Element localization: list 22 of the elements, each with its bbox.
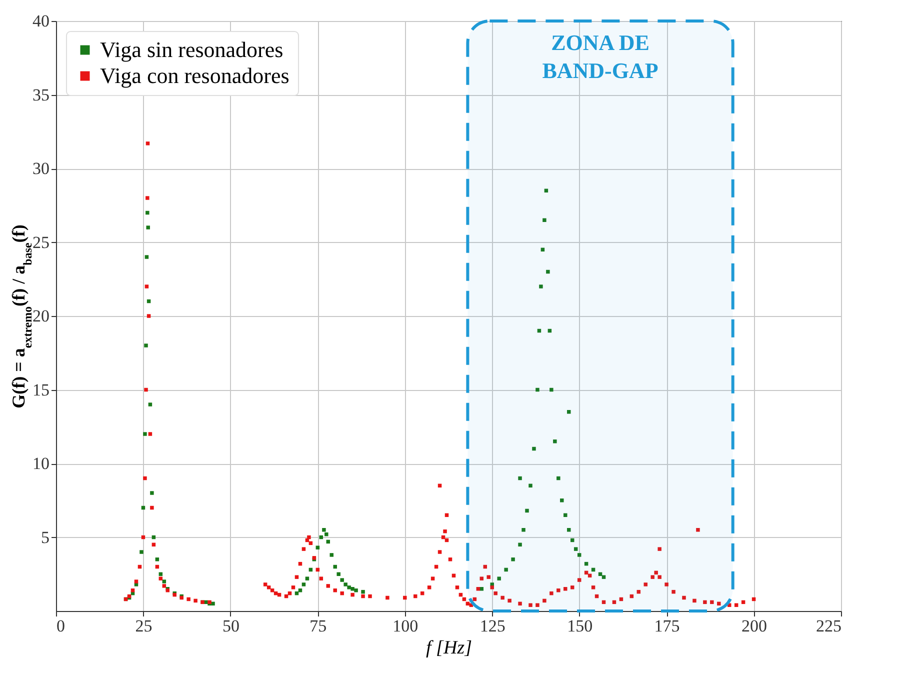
- x-tick-label: 100: [392, 616, 418, 636]
- y-tick-label: 10: [32, 454, 50, 473]
- y-tick-label: 40: [32, 12, 50, 30]
- y-tick-label: 30: [32, 159, 50, 178]
- y-tick-label: 20: [32, 306, 50, 326]
- y-tick-label: 5: [41, 528, 50, 547]
- x-tick-label: 75: [310, 616, 327, 636]
- x-tick-label: 200: [742, 616, 768, 636]
- x-tick-label: 50: [222, 616, 240, 636]
- legend-label: Viga con resonadores: [100, 63, 290, 88]
- x-tick-label: 0: [56, 616, 65, 636]
- y-tick-label: 35: [32, 85, 50, 104]
- x-tick-label: 25: [135, 616, 152, 636]
- x-tick-label: 125: [480, 616, 506, 636]
- x-tick-label: 225: [816, 616, 842, 636]
- y-tick-label: 25: [32, 232, 50, 252]
- legend-label: Viga sin resonadores: [100, 37, 284, 62]
- x-axis-title: f [Hz]: [426, 638, 472, 658]
- x-tick-label: 175: [654, 616, 680, 636]
- x-tick-label: 150: [567, 616, 593, 636]
- y-tick-label: 15: [32, 380, 50, 400]
- band-label: ZONA DE BAND-GAP: [542, 30, 658, 83]
